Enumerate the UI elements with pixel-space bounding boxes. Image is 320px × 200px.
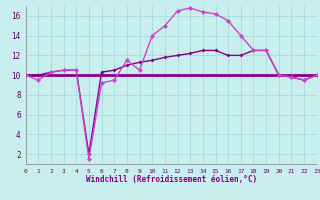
X-axis label: Windchill (Refroidissement éolien,°C): Windchill (Refroidissement éolien,°C) [86, 175, 257, 184]
